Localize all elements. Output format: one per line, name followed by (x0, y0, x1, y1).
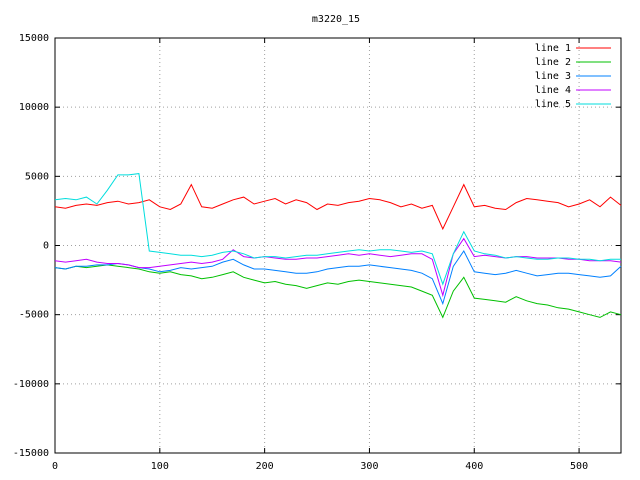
y-tick-label: 15000 (19, 33, 49, 44)
y-tick-label: 5000 (25, 171, 49, 182)
series-line (54, 250, 622, 306)
x-tick-label: 200 (256, 461, 274, 472)
x-tick-label: 500 (570, 461, 588, 472)
plot-frame (54, 37, 622, 454)
x-tick-label: 400 (465, 461, 483, 472)
legend-label: line 1 (535, 43, 571, 54)
x-tick-label: 0 (52, 461, 58, 472)
y-tick-label: 10000 (19, 102, 49, 113)
x-tick-label: 100 (151, 461, 169, 472)
chart-title: m3220_15 (312, 14, 360, 25)
y-tick-label: 0 (43, 241, 49, 252)
y-tick-label: -15000 (13, 448, 49, 459)
y-tick-label: -5000 (19, 310, 49, 321)
legend-label: line 5 (535, 99, 571, 110)
legend-label: line 3 (535, 71, 571, 82)
series-line (54, 173, 621, 286)
series-line (54, 237, 622, 298)
series-line (54, 183, 622, 231)
legend-label: line 2 (535, 57, 571, 68)
y-tick-label: -10000 (13, 379, 49, 390)
series-line (54, 264, 622, 319)
legend-label: line 4 (535, 85, 571, 96)
x-tick-label: 300 (360, 461, 378, 472)
